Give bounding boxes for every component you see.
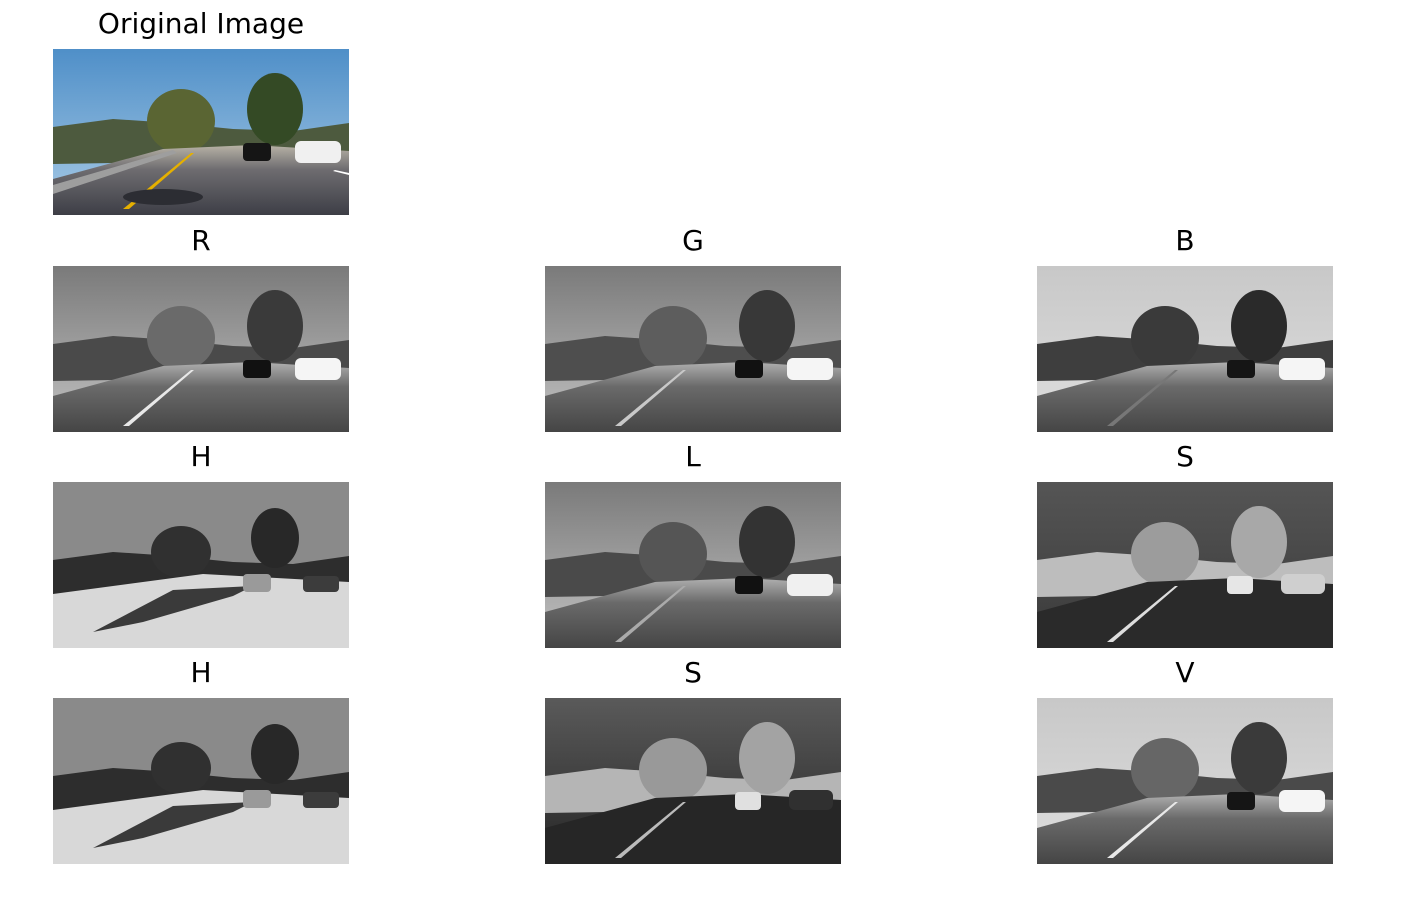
b-channel-image [1037, 266, 1333, 432]
hsv-v-channel-image [1037, 698, 1333, 864]
hls-h-channel-title: H [190, 440, 212, 473]
hls-h-channel-image [53, 482, 349, 648]
g-channel-image [545, 266, 841, 432]
original-image-title: Original Image [97, 7, 305, 40]
hsv-v-channel-title: V [1175, 656, 1195, 689]
g-channel-title: G [682, 224, 704, 257]
hsv-s-channel-image [545, 698, 841, 864]
hsv-h-channel-image [53, 698, 349, 864]
r-channel-image [53, 266, 349, 432]
hsv-s-channel-title: S [684, 656, 702, 689]
hls-l-channel-image [545, 482, 841, 648]
hls-l-channel-title: L [685, 440, 701, 473]
hls-s-channel-title: S [1176, 440, 1194, 473]
original-image [53, 49, 349, 215]
hls-s-channel-image [1037, 482, 1333, 648]
hsv-h-channel-title: H [190, 656, 212, 689]
r-channel-title: R [191, 224, 211, 257]
b-channel-title: B [1175, 224, 1195, 257]
